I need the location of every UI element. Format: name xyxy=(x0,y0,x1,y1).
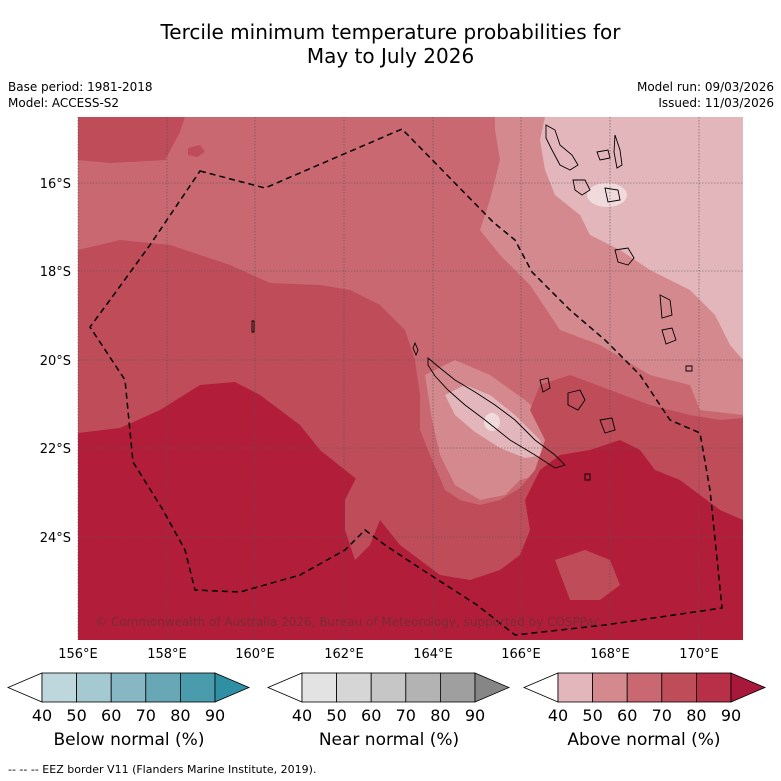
region-above-80-north xyxy=(78,117,185,163)
lon-label: 166°E xyxy=(501,647,541,662)
colorbar-tick-label: 60 xyxy=(361,706,381,725)
lat-label: 20°S xyxy=(40,354,71,369)
lon-label: 170°E xyxy=(679,647,719,662)
colorbar-segment xyxy=(439,672,476,703)
colorbar-segment xyxy=(557,672,593,703)
colorbar-min-extend xyxy=(522,672,559,703)
issued-text: Issued: 11/03/2026 xyxy=(658,96,774,110)
legend-below-normal-title: Below normal (%) xyxy=(53,730,205,750)
legend-above-normal-title: Above normal (%) xyxy=(567,730,721,750)
colorbar-tick-label: 80 xyxy=(430,706,450,725)
colorbar-segment xyxy=(336,672,372,703)
region-above-40-spot xyxy=(587,183,627,207)
eez-footnote: -- -- -- EEZ border V11 (Flanders Marine… xyxy=(8,763,317,776)
lon-labels: 156°E 158°E 160°E 162°E 164°E 166°E 168°… xyxy=(58,647,719,662)
region-above-80-southeast xyxy=(555,550,620,600)
isle-of-pines xyxy=(584,473,591,481)
colorbar-max-extend xyxy=(474,672,511,703)
colorbar-segment xyxy=(76,672,112,703)
colorbar-tick-label: 60 xyxy=(617,706,637,725)
base-period-text: Base period: 1981-2018 xyxy=(8,80,153,94)
pentecost-island xyxy=(613,134,623,169)
mare-island xyxy=(599,417,616,434)
lifou-island xyxy=(567,389,586,411)
map-title-line1: Tercile minimum temperature probabilitie… xyxy=(160,20,621,44)
colorbar-min-extend xyxy=(266,672,303,703)
colorbar-max-extend xyxy=(214,672,251,703)
lat-label: 18°S xyxy=(40,265,71,280)
erromango-island xyxy=(659,294,673,319)
colorbar-tick-label: 80 xyxy=(170,706,190,725)
colorbar-below-normal: 40 50 60 70 80 90 xyxy=(6,672,251,725)
lat-label: 22°S xyxy=(40,442,71,457)
colorbar-tick-label: 70 xyxy=(136,706,156,725)
grid-lines xyxy=(77,117,743,640)
colorbar-segment xyxy=(592,672,628,703)
eez-border xyxy=(89,128,723,636)
coastlines xyxy=(251,124,693,481)
lon-label: 160°E xyxy=(235,647,275,662)
lat-label: 24°S xyxy=(40,531,71,546)
aneityum-island xyxy=(685,365,693,372)
colorbar-segment xyxy=(626,672,663,703)
espiritu-santo-island xyxy=(545,124,579,171)
belep-island xyxy=(412,341,419,357)
chesterfield-reef xyxy=(251,320,255,333)
colorbar-tick-label: 40 xyxy=(32,706,52,725)
colorbar-tick-label: 90 xyxy=(205,706,225,725)
colorbar-segment xyxy=(41,672,77,703)
colorbar-segment xyxy=(110,672,147,703)
model-run-text: Model run: 09/03/2026 xyxy=(636,80,774,94)
maewo-island xyxy=(596,149,611,161)
colorbar-segment xyxy=(179,672,216,703)
colorbar-segment xyxy=(145,672,181,703)
colorbar-segment xyxy=(661,672,697,703)
probability-regions xyxy=(78,117,743,640)
colorbar-tick-label: 60 xyxy=(101,706,121,725)
colorbar-max-extend xyxy=(730,672,767,703)
colorbar-segment xyxy=(301,672,337,703)
ouvea-island xyxy=(539,377,551,393)
lon-label: 158°E xyxy=(147,647,187,662)
colorbar-tick-label: 70 xyxy=(652,706,672,725)
colorbar-tick-label: 50 xyxy=(326,706,346,725)
lon-label: 168°E xyxy=(590,647,630,662)
colorbar-segment xyxy=(696,672,732,703)
colorbar-min-extend xyxy=(6,672,43,703)
lat-label: 16°S xyxy=(40,177,71,192)
colorbar-near-normal: 40 50 60 70 80 90 xyxy=(266,672,511,725)
efate-island xyxy=(614,247,635,266)
colorbar-tick-label: 40 xyxy=(548,706,568,725)
colorbar-tick-label: 40 xyxy=(292,706,312,725)
lon-label: 164°E xyxy=(413,647,453,662)
tanna-island xyxy=(661,327,677,345)
region-above-50-east xyxy=(540,117,743,360)
copyright-text: © Commonwealth of Australia 2026, Bureau… xyxy=(95,615,600,629)
lon-label: 162°E xyxy=(324,647,364,662)
colorbar-segment xyxy=(405,672,441,703)
colorbar-segment xyxy=(370,672,407,703)
new-caledonia-island xyxy=(427,357,566,469)
region-above-80-spot xyxy=(188,145,205,157)
lon-label: 156°E xyxy=(58,647,98,662)
colorbar-tick-label: 70 xyxy=(396,706,416,725)
colorbar-tick-label: 50 xyxy=(66,706,86,725)
colorbar-above-normal: 40 50 60 70 80 90 xyxy=(522,672,767,725)
colorbar-tick-label: 50 xyxy=(582,706,602,725)
region-above-40-spot xyxy=(484,413,500,431)
ambrym-island xyxy=(604,187,621,203)
region-above-80-tongue xyxy=(345,460,400,560)
malakula-island xyxy=(572,179,591,196)
map-title-line2: May to July 2026 xyxy=(306,44,475,68)
legend-near-normal-title: Near normal (%) xyxy=(318,730,460,750)
colorbar-tick-label: 90 xyxy=(465,706,485,725)
model-text: Model: ACCESS-S2 xyxy=(8,96,120,110)
lat-labels: 16°S 18°S 20°S 22°S 24°S xyxy=(40,177,71,546)
colorbar-tick-label: 90 xyxy=(721,706,741,725)
colorbar-tick-label: 80 xyxy=(686,706,706,725)
